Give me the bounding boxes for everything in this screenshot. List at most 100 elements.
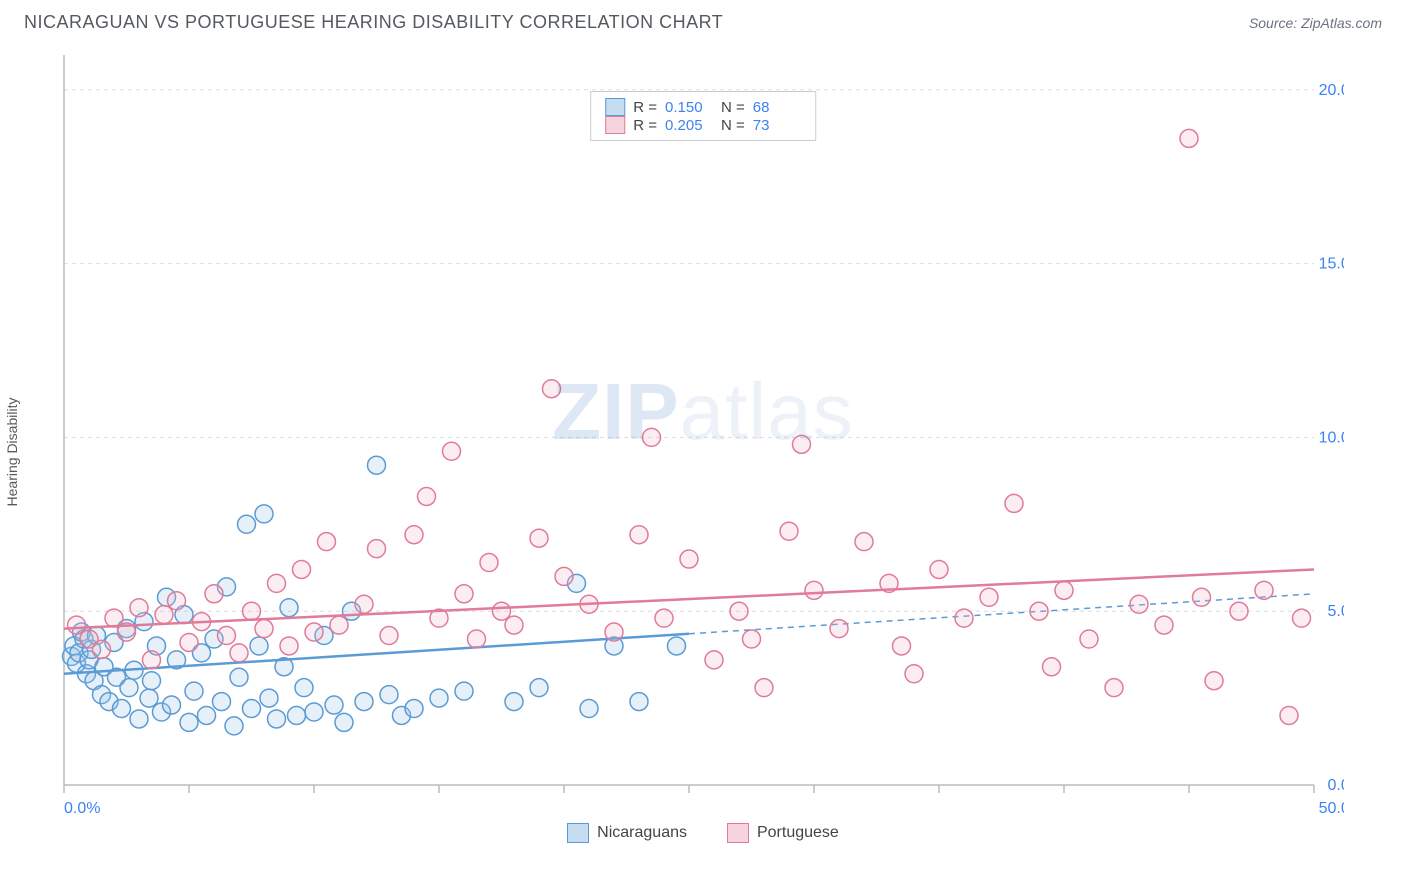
scatter-point bbox=[318, 533, 336, 551]
n-label: N = bbox=[721, 117, 745, 134]
scatter-point bbox=[630, 693, 648, 711]
n-value: 73 bbox=[753, 117, 801, 134]
legend-swatch bbox=[727, 823, 749, 843]
scatter-point bbox=[730, 602, 748, 620]
scatter-point bbox=[630, 526, 648, 544]
scatter-point bbox=[305, 623, 323, 641]
scatter-point bbox=[380, 627, 398, 645]
scatter-point bbox=[198, 706, 216, 724]
scatter-point bbox=[1030, 602, 1048, 620]
scatter-point bbox=[405, 526, 423, 544]
scatter-point bbox=[780, 522, 798, 540]
chart-area: Hearing Disability ZIPatlas R =0.150N =6… bbox=[24, 45, 1382, 843]
n-value: 68 bbox=[753, 99, 801, 116]
scatter-point bbox=[355, 693, 373, 711]
scatter-point bbox=[1005, 494, 1023, 512]
x-tick-label-right: 50.0% bbox=[1319, 800, 1344, 815]
r-label: R = bbox=[633, 99, 657, 116]
scatter-point bbox=[793, 435, 811, 453]
scatter-point bbox=[155, 606, 173, 624]
scatter-point bbox=[93, 640, 111, 658]
trend-line bbox=[64, 569, 1314, 628]
scatter-point bbox=[280, 599, 298, 617]
x-tick-label-left: 0.0% bbox=[64, 800, 100, 815]
y-tick-label: 0.0% bbox=[1328, 777, 1344, 794]
scatter-point bbox=[260, 689, 278, 707]
scatter-point bbox=[743, 630, 761, 648]
y-tick-label: 15.0% bbox=[1319, 256, 1344, 273]
scatter-point bbox=[140, 689, 158, 707]
legend-row: R =0.205N =73 bbox=[605, 116, 801, 134]
chart-title: NICARAGUAN VS PORTUGUESE HEARING DISABIL… bbox=[24, 12, 723, 33]
legend-swatch bbox=[567, 823, 589, 843]
correlation-legend: R =0.150N =68R =0.205N =73 bbox=[590, 91, 816, 141]
scatter-point bbox=[1105, 679, 1123, 697]
scatter-point bbox=[180, 713, 198, 731]
scatter-point bbox=[168, 592, 186, 610]
scatter-point bbox=[1043, 658, 1061, 676]
scatter-point bbox=[1130, 595, 1148, 613]
scatter-point bbox=[230, 668, 248, 686]
scatter-point bbox=[493, 602, 511, 620]
scatter-point bbox=[530, 679, 548, 697]
scatter-point bbox=[1055, 581, 1073, 599]
legend-swatch bbox=[605, 116, 625, 134]
r-value: 0.150 bbox=[665, 99, 713, 116]
scatter-point bbox=[255, 620, 273, 638]
y-tick-label: 5.0% bbox=[1328, 603, 1344, 620]
scatter-point bbox=[455, 585, 473, 603]
scatter-point bbox=[143, 651, 161, 669]
scatter-point bbox=[405, 700, 423, 718]
scatter-point bbox=[955, 609, 973, 627]
scatter-point bbox=[1230, 602, 1248, 620]
scatter-point bbox=[130, 599, 148, 617]
scatter-point bbox=[225, 717, 243, 735]
y-axis-label: Hearing Disability bbox=[4, 398, 20, 507]
scatter-point bbox=[113, 700, 131, 718]
scatter-point bbox=[655, 609, 673, 627]
scatter-point bbox=[255, 505, 273, 523]
scatter-point bbox=[120, 679, 138, 697]
scatter-point bbox=[325, 696, 343, 714]
y-tick-label: 10.0% bbox=[1319, 429, 1344, 446]
scatter-point bbox=[480, 554, 498, 572]
scatter-point bbox=[180, 633, 198, 651]
scatter-point bbox=[238, 515, 256, 533]
scatter-point bbox=[243, 602, 261, 620]
scatter-point bbox=[243, 700, 261, 718]
scatter-point bbox=[680, 550, 698, 568]
scatter-point bbox=[555, 567, 573, 585]
r-value: 0.205 bbox=[665, 117, 713, 134]
scatter-point bbox=[505, 693, 523, 711]
scatter-point bbox=[1155, 616, 1173, 634]
scatter-chart: 0.0%5.0%10.0%15.0%20.0%0.0%50.0% bbox=[24, 45, 1344, 815]
scatter-point bbox=[1293, 609, 1311, 627]
scatter-point bbox=[855, 533, 873, 551]
scatter-point bbox=[468, 630, 486, 648]
scatter-point bbox=[295, 679, 313, 697]
scatter-point bbox=[250, 637, 268, 655]
scatter-point bbox=[530, 529, 548, 547]
n-label: N = bbox=[721, 99, 745, 116]
scatter-point bbox=[580, 700, 598, 718]
scatter-point bbox=[268, 710, 286, 728]
scatter-point bbox=[293, 560, 311, 578]
scatter-point bbox=[893, 637, 911, 655]
scatter-point bbox=[380, 686, 398, 704]
scatter-point bbox=[1080, 630, 1098, 648]
scatter-point bbox=[268, 574, 286, 592]
scatter-point bbox=[930, 560, 948, 578]
trend-line-dashed bbox=[689, 594, 1314, 634]
scatter-point bbox=[230, 644, 248, 662]
legend-item: Portuguese bbox=[727, 823, 839, 843]
header: NICARAGUAN VS PORTUGUESE HEARING DISABIL… bbox=[0, 0, 1406, 41]
scatter-point bbox=[218, 627, 236, 645]
scatter-point bbox=[1180, 129, 1198, 147]
scatter-point bbox=[1193, 588, 1211, 606]
scatter-point bbox=[280, 637, 298, 655]
scatter-point bbox=[1255, 581, 1273, 599]
scatter-point bbox=[905, 665, 923, 683]
scatter-point bbox=[430, 689, 448, 707]
scatter-point bbox=[1280, 706, 1298, 724]
scatter-point bbox=[305, 703, 323, 721]
